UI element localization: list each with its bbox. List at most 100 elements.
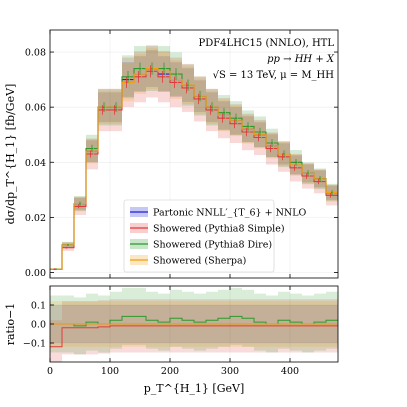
point-pythia-dire-bin-11 <box>187 84 189 86</box>
point-sherpa-bin-11 <box>188 84 191 86</box>
x-axis-label: p_T^{H_1} [GeV] <box>144 382 245 395</box>
point-sherpa-bin-19 <box>284 153 287 155</box>
point-pythia-simple-bin-20 <box>293 166 296 169</box>
y-tick-label: 0.06 <box>25 103 46 114</box>
point-pythia-simple-bin-1 <box>65 246 68 249</box>
point-sherpa-bin-1 <box>68 244 71 246</box>
point-sherpa-bin-13 <box>212 106 215 109</box>
point-pythia-dire-bin-10 <box>175 73 177 75</box>
point-sherpa-bin-0 <box>56 268 59 271</box>
point-pythia-simple-bin-14 <box>221 117 224 120</box>
point-pythia-dire-bin-9 <box>163 67 165 70</box>
point-pythia-dire-bin-19 <box>283 153 285 155</box>
top-series-lines <box>50 68 338 270</box>
point-pythia-dire-bin-2 <box>79 202 81 205</box>
point-pythia-simple-bin-11 <box>185 87 188 89</box>
point-pythia-simple-bin-12 <box>197 98 200 100</box>
point-pythia-simple-bin-8 <box>149 70 152 73</box>
point-sherpa-bin-3 <box>92 150 95 153</box>
ratio-line-pythia-simple <box>50 325 338 348</box>
point-pythia-dire-bin-15 <box>235 117 237 120</box>
annotation-energy: √S = 13 TeV, μ = M_HH <box>213 70 335 81</box>
point-sherpa-bin-2 <box>80 202 83 205</box>
point-sherpa-bin-17 <box>260 133 263 136</box>
point-sherpa-bin-21 <box>308 172 311 175</box>
point-pythia-dire-bin-7 <box>139 67 141 70</box>
x-tick-label: 100 <box>101 366 119 377</box>
legend: Partonic NNLL′_{T_6} + NNLO Showered (Pyt… <box>123 199 307 273</box>
point-pythia-dire-bin-5 <box>115 106 117 109</box>
point-pythia-dire-bin-3 <box>91 147 93 150</box>
point-sherpa-bin-4 <box>104 106 107 109</box>
top-panel-frame <box>49 29 339 279</box>
point-sherpa-bin-6 <box>128 81 131 84</box>
point-pythia-dire-bin-1 <box>67 244 69 246</box>
point-pythia-dire-bin-23 <box>331 191 333 194</box>
point-pythia-dire-bin-12 <box>199 95 201 97</box>
point-pythia-dire-bin-22 <box>319 177 321 180</box>
point-pythia-simple-bin-22 <box>317 180 320 183</box>
point-pythia-simple-bin-10 <box>173 81 176 84</box>
point-sherpa-bin-16 <box>248 128 251 131</box>
point-pythia-simple-bin-3 <box>89 153 92 155</box>
point-pythia-dire-bin-18 <box>271 142 273 144</box>
point-pythia-dire-bin-13 <box>211 106 213 109</box>
point-sherpa-bin-9 <box>164 70 167 73</box>
y-tick-label: 0.04 <box>25 158 46 169</box>
x-tick-label: 200 <box>161 366 179 377</box>
x-tick-label: 0 <box>47 366 53 377</box>
point-pythia-dire-bin-4 <box>103 106 105 109</box>
x-tick-label: 400 <box>281 366 299 377</box>
point-sherpa-bin-15 <box>236 120 239 122</box>
top-data-points <box>53 62 335 271</box>
point-pythia-simple-bin-15 <box>233 122 236 125</box>
x-tick-label: 300 <box>221 366 239 377</box>
point-pythia-dire-bin-16 <box>247 125 249 128</box>
ratio-tick-label: 0.1 <box>31 301 46 312</box>
point-sherpa-bin-22 <box>320 177 323 180</box>
point-pythia-dire-bin-20 <box>295 161 297 164</box>
ratio-series-lines <box>50 315 338 348</box>
point-pythia-simple-bin-5 <box>113 109 116 111</box>
ratio-tick-label: −0.1 <box>23 339 46 350</box>
ratio-uncertainty-bands <box>50 287 338 362</box>
point-pythia-simple-bin-0 <box>53 268 56 271</box>
legend-label-sherpa: Showered (Sherpa) <box>153 256 246 267</box>
annotation-process: pp → HH + X <box>267 54 335 65</box>
point-pythia-dire-bin-6 <box>127 75 129 78</box>
point-sherpa-bin-5 <box>116 106 119 109</box>
point-pythia-simple-bin-13 <box>209 109 212 111</box>
point-pythia-simple-bin-23 <box>329 194 332 197</box>
point-sherpa-bin-7 <box>140 73 143 75</box>
point-sherpa-bin-12 <box>200 95 203 97</box>
annotation-pdf: PDF4LHC15 (NNLO), HTL <box>199 38 335 49</box>
y-axis-label-ratio: ratio−1 <box>4 303 17 346</box>
point-sherpa-bin-14 <box>224 114 227 117</box>
point-pythia-dire-bin-17 <box>259 131 261 133</box>
point-pythia-simple-bin-7 <box>137 75 140 78</box>
point-pythia-simple-bin-2 <box>77 205 80 208</box>
legend-box <box>123 199 275 273</box>
point-pythia-simple-bin-6 <box>125 81 128 84</box>
ratio-band-pythia-simple-bin-0 <box>50 320 62 362</box>
legend-label-pythia-simple: Showered (Pythia8 Simple) <box>153 224 285 235</box>
point-pythia-dire-bin-21 <box>307 172 309 175</box>
point-sherpa-bin-18 <box>272 144 275 147</box>
point-pythia-dire-bin-8 <box>151 67 153 70</box>
legend-label-pythia-dire: Showered (Pythia8 Dire) <box>153 240 272 251</box>
point-sherpa-bin-10 <box>176 78 179 81</box>
point-sherpa-bin-20 <box>296 164 299 166</box>
y-tick-label: 0.00 <box>25 268 46 279</box>
point-pythia-simple-bin-16 <box>245 131 248 133</box>
point-pythia-simple-bin-4 <box>101 109 104 111</box>
y-tick-label: 0.08 <box>25 48 46 59</box>
point-sherpa-bin-8 <box>152 67 155 70</box>
point-pythia-simple-bin-19 <box>281 155 284 158</box>
point-pythia-simple-bin-17 <box>257 136 260 139</box>
legend-label-partonic: Partonic NNLL′_{T_6} + NNLO <box>153 208 307 219</box>
line-sherpa <box>50 68 338 270</box>
point-pythia-dire-bin-14 <box>223 111 225 114</box>
point-pythia-dire-bin-0 <box>55 268 57 271</box>
point-sherpa-bin-23 <box>332 191 335 194</box>
